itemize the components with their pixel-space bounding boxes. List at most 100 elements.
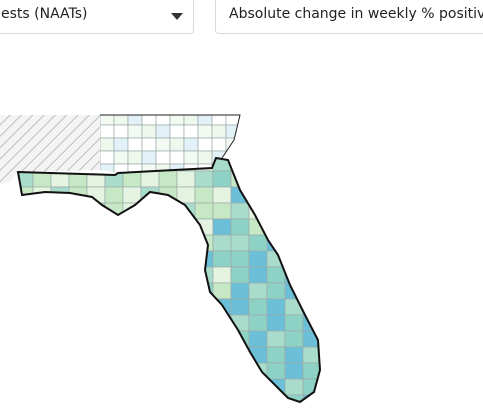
county xyxy=(86,346,106,364)
county xyxy=(158,298,178,316)
county xyxy=(50,378,70,396)
county xyxy=(158,170,178,188)
county xyxy=(266,394,286,402)
county xyxy=(176,266,196,284)
county xyxy=(32,362,52,380)
county xyxy=(50,186,70,204)
metric-dropdown[interactable]: Absolute change in weekly % positivity xyxy=(215,0,483,34)
county xyxy=(197,150,213,165)
county xyxy=(158,218,178,236)
county xyxy=(100,150,115,165)
county xyxy=(212,346,232,364)
county xyxy=(248,266,268,284)
county xyxy=(176,298,196,316)
county xyxy=(266,362,286,380)
county xyxy=(18,378,34,396)
county xyxy=(104,234,124,252)
county xyxy=(266,158,286,172)
county xyxy=(266,314,286,332)
county xyxy=(140,170,160,188)
county xyxy=(155,124,171,139)
county xyxy=(68,346,88,364)
county xyxy=(321,203,339,219)
county xyxy=(194,202,214,220)
county xyxy=(122,394,142,402)
county xyxy=(140,378,160,396)
county xyxy=(104,186,124,204)
county xyxy=(169,124,185,139)
county xyxy=(176,218,196,236)
county xyxy=(321,395,339,411)
county xyxy=(127,115,143,126)
county xyxy=(155,115,171,126)
county xyxy=(122,186,142,204)
county xyxy=(248,170,268,188)
county xyxy=(284,218,304,236)
county xyxy=(176,314,196,332)
county xyxy=(32,394,52,402)
county xyxy=(230,362,250,380)
county xyxy=(122,266,142,284)
county xyxy=(50,202,70,220)
state-border xyxy=(100,114,241,159)
county xyxy=(194,346,214,364)
test-type-dropdown[interactable]: ests (NAATs) xyxy=(0,0,194,34)
county xyxy=(158,234,178,252)
county xyxy=(113,115,129,126)
county xyxy=(321,315,339,331)
county xyxy=(100,137,115,152)
county xyxy=(302,218,320,236)
county xyxy=(176,186,196,204)
county xyxy=(212,218,232,236)
county xyxy=(194,330,214,348)
county xyxy=(104,330,124,348)
county xyxy=(321,187,339,203)
county xyxy=(140,218,160,236)
county xyxy=(18,218,34,236)
county xyxy=(302,250,320,268)
county xyxy=(176,378,196,396)
county xyxy=(18,394,34,402)
county xyxy=(176,250,196,268)
county xyxy=(158,266,178,284)
county xyxy=(169,115,185,126)
county xyxy=(140,282,160,300)
county xyxy=(122,298,142,316)
county xyxy=(212,298,232,316)
county xyxy=(197,115,213,126)
county xyxy=(248,378,268,396)
county xyxy=(68,330,88,348)
county xyxy=(212,394,232,402)
county xyxy=(284,186,304,204)
county xyxy=(211,137,227,152)
county xyxy=(113,124,129,139)
county xyxy=(18,282,34,300)
county xyxy=(212,314,232,332)
county xyxy=(248,186,268,204)
county xyxy=(141,124,157,139)
county xyxy=(104,218,124,236)
county xyxy=(212,186,232,204)
county xyxy=(194,314,214,332)
county xyxy=(32,314,52,332)
county xyxy=(284,250,304,268)
county xyxy=(230,250,250,268)
county xyxy=(122,250,142,268)
county xyxy=(176,346,196,364)
county xyxy=(212,234,232,252)
county xyxy=(104,362,124,380)
county xyxy=(104,266,124,284)
county xyxy=(127,137,143,152)
county xyxy=(248,330,268,348)
county xyxy=(50,330,70,348)
county xyxy=(169,150,185,165)
county xyxy=(86,282,106,300)
county xyxy=(158,250,178,268)
county xyxy=(32,186,52,204)
county xyxy=(18,346,34,364)
county xyxy=(140,330,160,348)
county xyxy=(140,394,160,402)
dropdown-label: ests (NAATs) xyxy=(1,6,88,22)
county xyxy=(141,150,157,165)
county xyxy=(140,346,160,364)
